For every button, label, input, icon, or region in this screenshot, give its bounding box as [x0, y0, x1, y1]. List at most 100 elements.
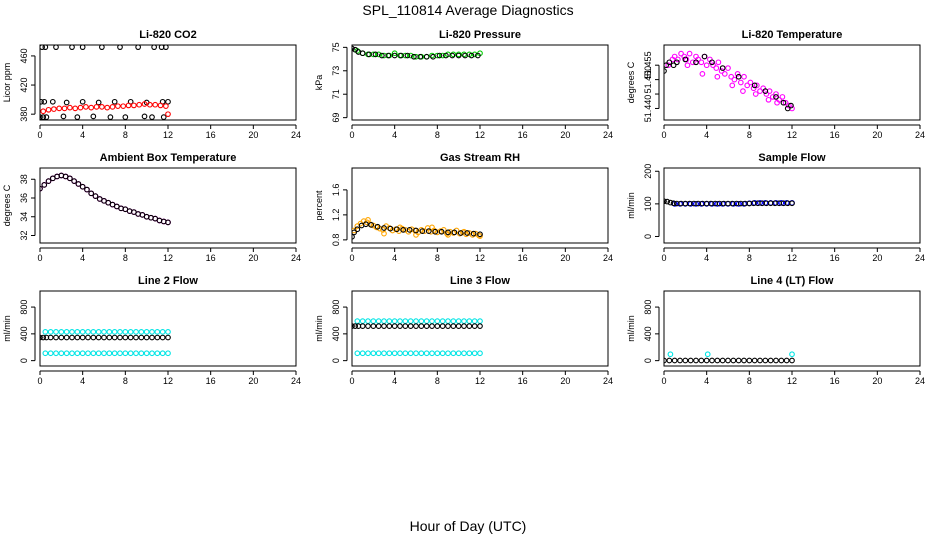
data-point — [664, 357, 667, 364]
data-point — [111, 350, 118, 357]
data-point — [778, 357, 785, 364]
y-axis-label: ml/min — [314, 315, 324, 342]
x-tick-label: 0 — [37, 130, 42, 140]
data-point — [667, 351, 674, 358]
plot-frame — [351, 167, 609, 244]
data-point — [53, 45, 59, 51]
data-point — [84, 186, 90, 193]
data-point — [63, 99, 70, 106]
data-point — [699, 70, 706, 77]
data-point — [425, 228, 432, 234]
data-point — [354, 226, 361, 233]
data-points — [352, 217, 483, 240]
data-point — [386, 323, 393, 330]
data-point — [56, 105, 63, 112]
plot-frame — [39, 44, 297, 121]
data-point — [117, 334, 123, 341]
data-point — [386, 318, 393, 324]
data-point — [149, 114, 155, 120]
data-point — [418, 227, 425, 233]
data-points — [40, 45, 171, 120]
data-point — [423, 318, 430, 324]
panel-title: Ambient Box Temperature — [100, 152, 237, 164]
data-point — [99, 45, 105, 51]
data-point — [90, 350, 97, 357]
data-point — [106, 334, 113, 341]
y-axis-label: kPa — [314, 75, 324, 91]
data-point — [370, 318, 377, 324]
data-point — [163, 45, 169, 51]
data-point — [445, 350, 451, 357]
data-point — [670, 62, 677, 69]
data-point — [423, 53, 430, 60]
x-tick-label: 24 — [603, 253, 613, 263]
data-point — [729, 82, 736, 89]
y-axis-label: ml/min — [2, 315, 12, 342]
data-point — [765, 96, 772, 103]
data-point — [40, 334, 43, 341]
data-point — [788, 102, 794, 109]
data-point — [735, 73, 742, 80]
data-point — [407, 318, 414, 324]
x-tick-label: 16 — [830, 376, 840, 386]
data-point — [45, 178, 52, 184]
x-tick-label: 12 — [787, 130, 797, 140]
data-point — [675, 56, 681, 63]
x-tick-label: 16 — [518, 130, 528, 140]
data-point — [783, 357, 790, 364]
y-tick-label: 400 — [19, 326, 29, 341]
data-point — [767, 357, 774, 364]
data-point — [665, 62, 672, 69]
data-point — [677, 357, 683, 364]
data-point — [40, 98, 44, 105]
data-point — [470, 230, 477, 237]
y-tick-label: 1.2 — [331, 209, 341, 222]
data-point — [72, 105, 79, 112]
data-point — [397, 323, 403, 330]
data-point — [773, 91, 779, 97]
data-point — [67, 175, 73, 182]
x-tick-label: 0 — [349, 130, 354, 140]
data-point — [471, 51, 478, 58]
data-point — [63, 334, 70, 341]
y-tick-label: 200 — [643, 164, 653, 179]
data-point — [757, 200, 763, 206]
data-point — [762, 88, 769, 95]
data-point — [111, 98, 118, 105]
data-point — [69, 328, 75, 335]
data-point — [53, 334, 59, 341]
panel: Li-820 CO2 Licor ppm 0 4 8 12 16 20 24 380 420 460 — [2, 29, 301, 140]
x-tick-label: 16 — [518, 253, 528, 263]
x-tick-label: 12 — [163, 376, 173, 386]
y-axis-label: Licor ppm — [2, 63, 12, 103]
data-points — [40, 172, 171, 226]
data-point — [400, 227, 407, 233]
data-point — [719, 65, 726, 71]
data-point — [687, 357, 694, 364]
data-point — [757, 88, 763, 95]
data-point — [445, 232, 451, 238]
x-tick-label: 12 — [787, 253, 797, 263]
data-point — [385, 52, 392, 59]
data-point — [381, 350, 387, 357]
data-point — [703, 357, 710, 364]
x-tick-label: 20 — [560, 253, 570, 263]
y-axis-label: percent — [314, 190, 324, 221]
data-point — [744, 82, 751, 89]
data-point — [115, 103, 121, 110]
data-point — [735, 201, 742, 207]
data-point — [58, 334, 65, 341]
data-point — [58, 328, 65, 335]
data-point — [106, 350, 113, 357]
data-point — [714, 357, 721, 364]
data-point — [107, 114, 114, 120]
data-point — [133, 334, 139, 341]
data-point — [375, 51, 382, 58]
data-point — [778, 200, 785, 206]
data-point — [714, 73, 721, 80]
data-point — [391, 50, 398, 57]
data-point — [159, 350, 166, 357]
data-point — [387, 225, 394, 232]
data-point — [79, 98, 86, 105]
data-point — [789, 351, 795, 358]
